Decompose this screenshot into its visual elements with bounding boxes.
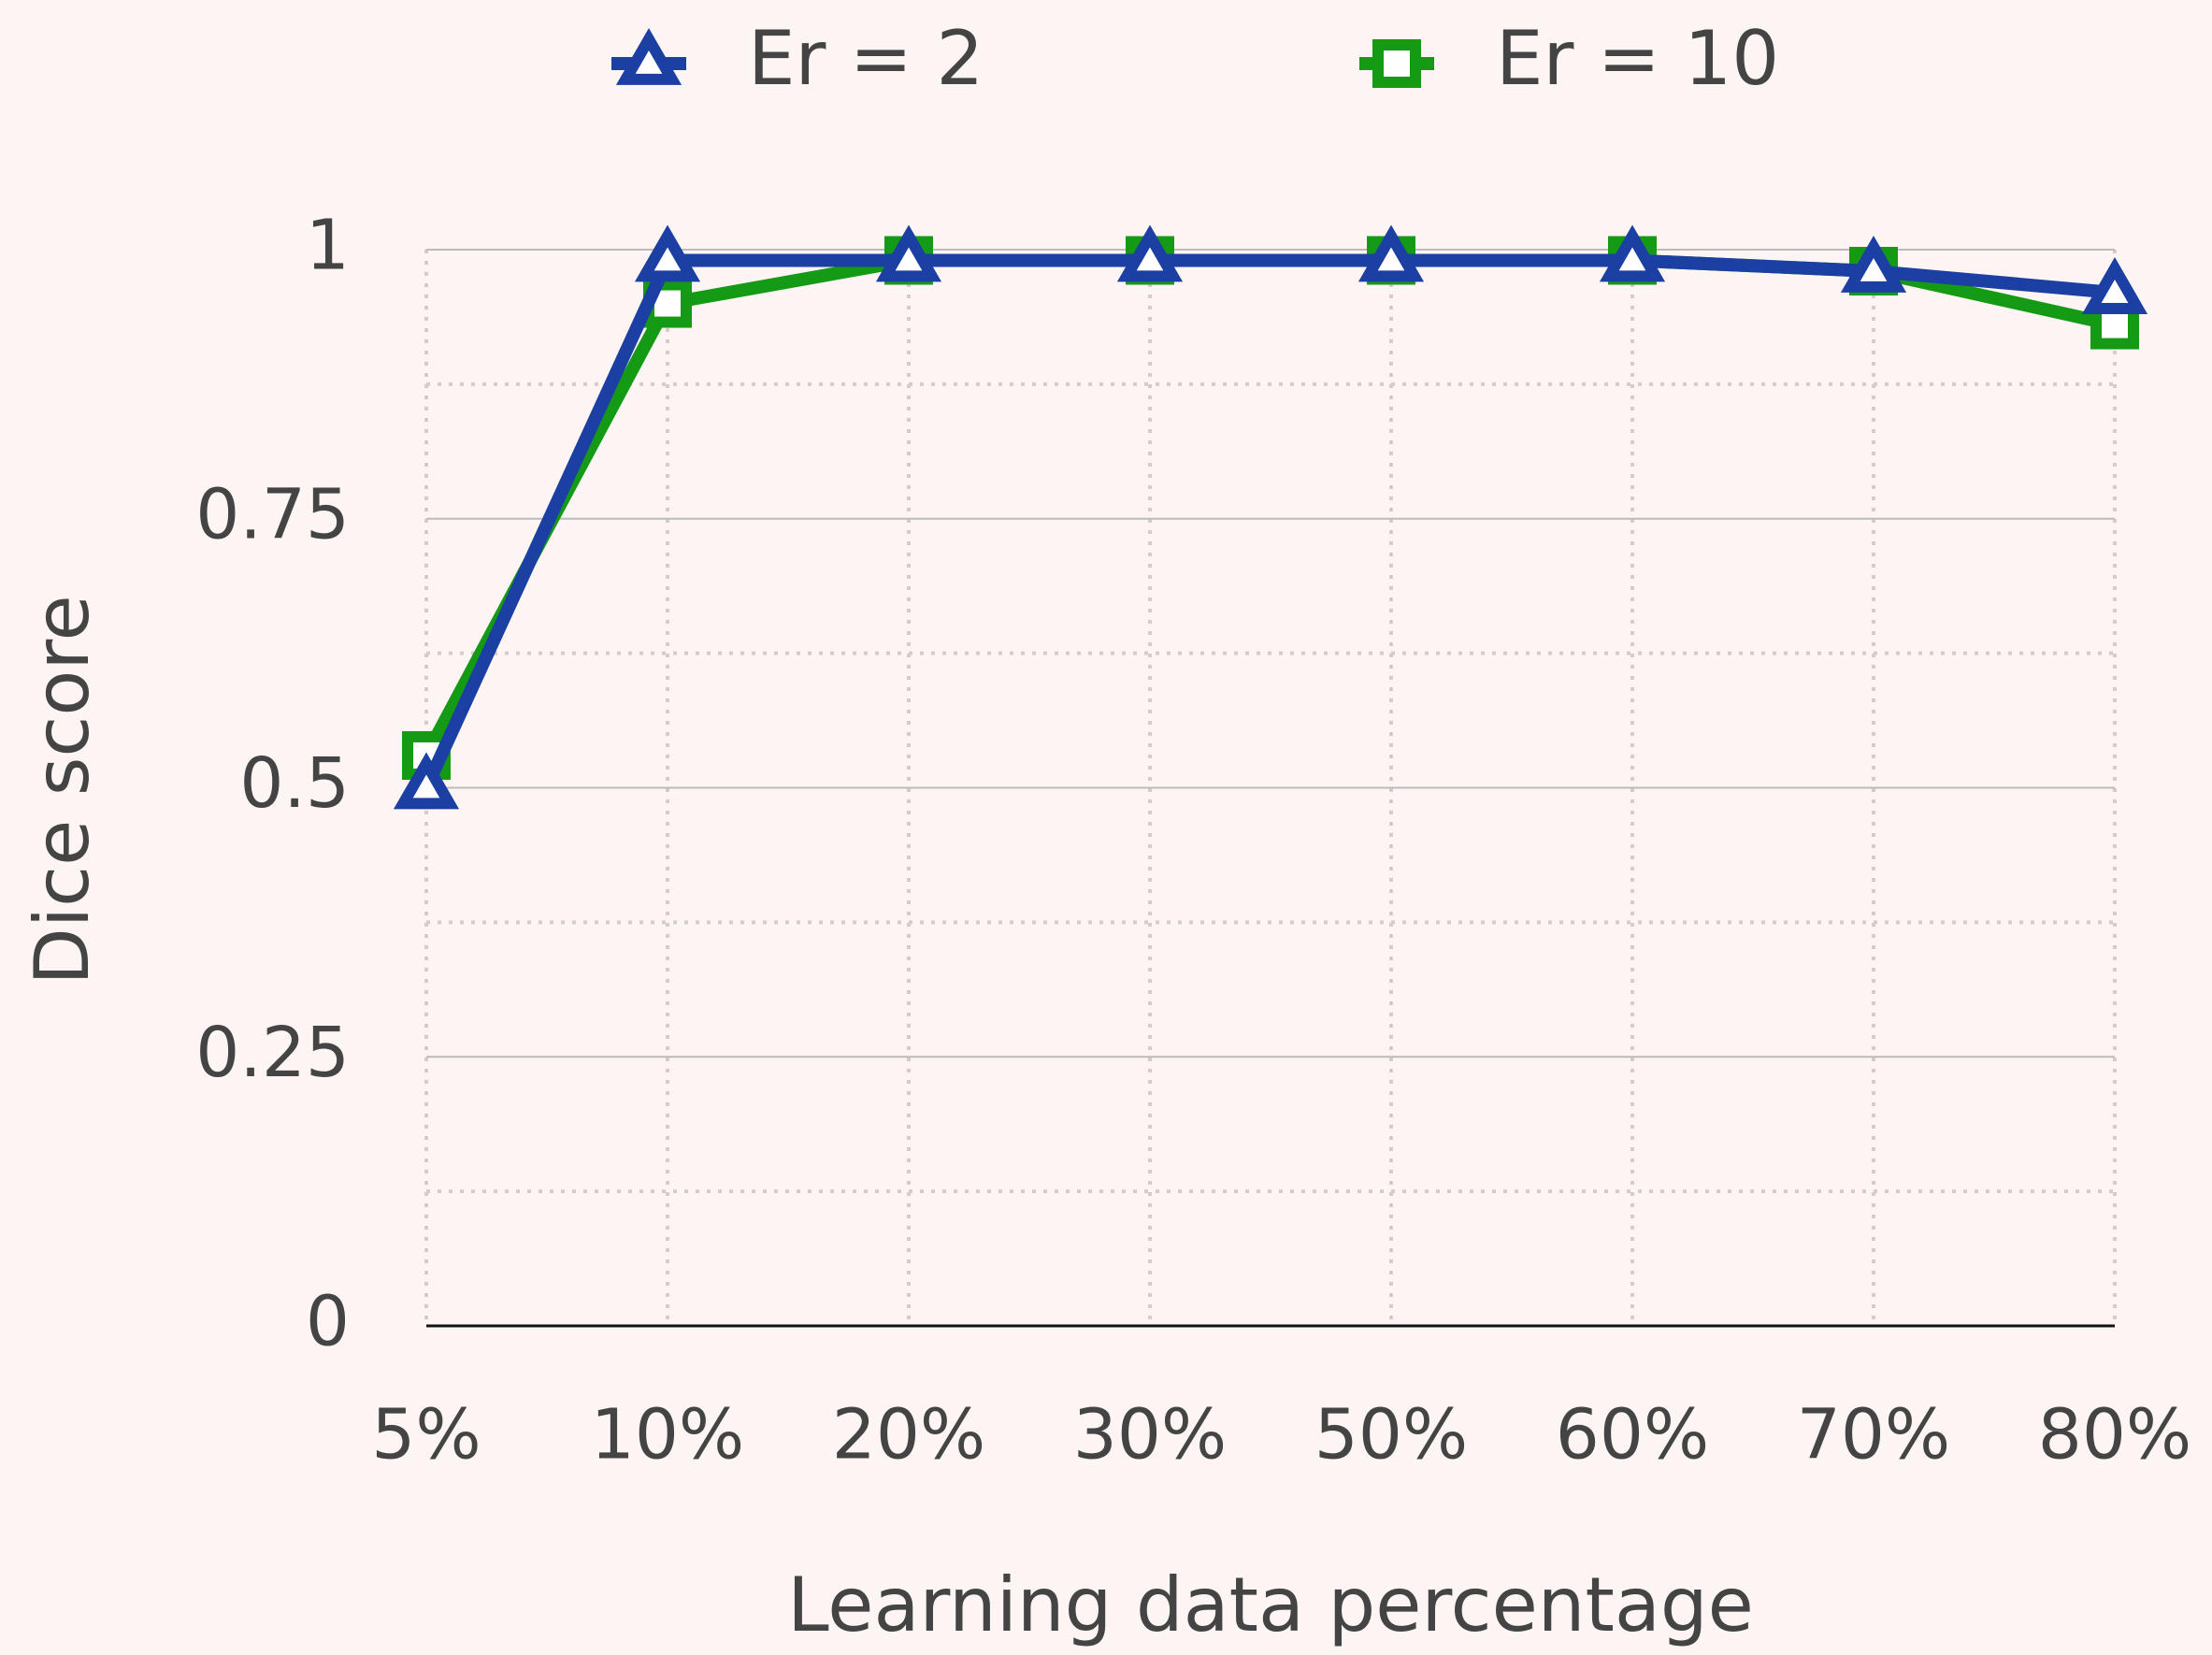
x-axis-label: Learning data percentage (787, 1561, 1754, 1648)
x-tick-label: 5% (371, 1395, 481, 1475)
triangle-marker (634, 224, 701, 282)
x-tick-label: 20% (832, 1395, 985, 1475)
series-line (420, 253, 2116, 791)
x-tick-label: 80% (2038, 1395, 2191, 1475)
x-tick-label: 50% (1314, 1395, 1468, 1475)
y-tick-label: 0 (306, 1282, 350, 1362)
y-axis-label: Dice score (19, 595, 106, 985)
legend-label: Er = 10 (1496, 15, 1779, 102)
x-tick-label: 60% (1556, 1395, 1709, 1475)
triangle-marker (393, 752, 460, 810)
legend-marker (615, 27, 682, 85)
x-tick-label: 30% (1073, 1395, 1227, 1475)
y-tick-label: 0.25 (195, 1013, 350, 1093)
legend-marker (1372, 39, 1421, 88)
x-tick-label: 70% (1797, 1395, 1950, 1475)
triangle-marker (2081, 257, 2148, 314)
y-tick-label: 0.5 (239, 743, 350, 824)
triangle-marker (875, 224, 942, 282)
triangle-marker (1116, 224, 1184, 282)
legend-label: Er = 2 (748, 15, 984, 102)
x-tick-label: 10% (591, 1395, 744, 1475)
triangle-marker (1357, 224, 1425, 282)
y-tick-label: 0.75 (195, 474, 350, 554)
triangle-marker (1840, 235, 1907, 293)
triangle-marker (1599, 224, 1666, 282)
y-tick-label: 1 (306, 206, 350, 286)
